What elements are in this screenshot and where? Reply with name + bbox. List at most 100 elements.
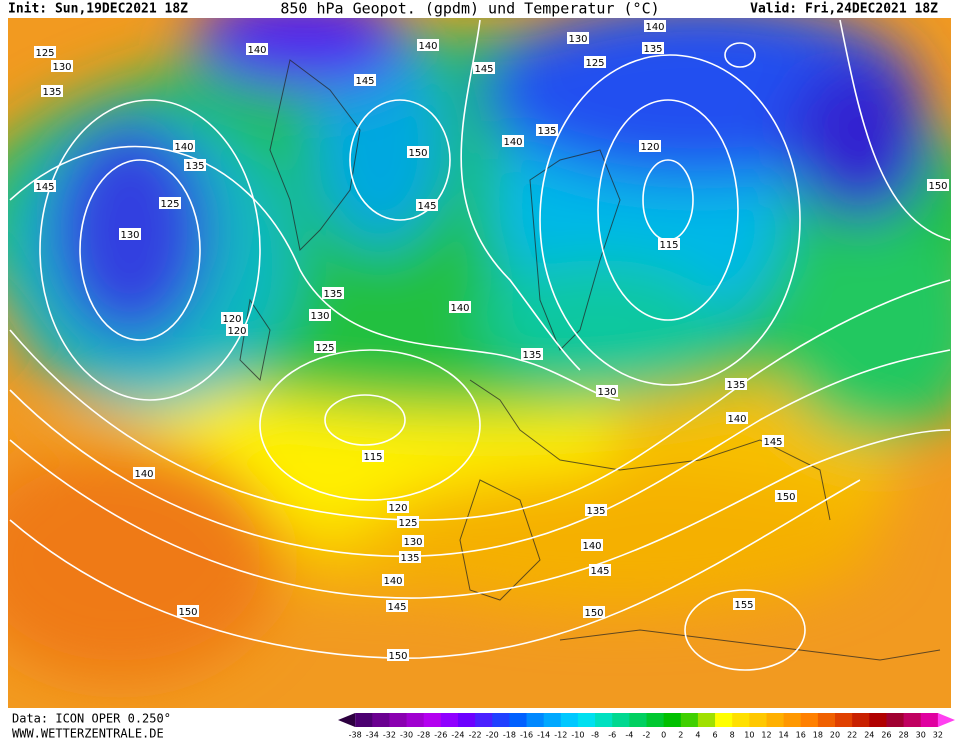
contour-label-box	[639, 140, 661, 152]
contour-label: 120	[640, 142, 659, 153]
contour-label: 140	[134, 469, 153, 480]
legend-swatch	[543, 713, 562, 727]
contour-label: 130	[52, 62, 71, 73]
legend-swatch	[749, 713, 767, 727]
legend-label: -28	[417, 731, 430, 740]
map: 125 130 135 140 140 145 145 150 145 140 135 125 130 1…	[8, 18, 951, 708]
contour-label-box	[314, 341, 336, 353]
contour-label: 145	[474, 64, 493, 75]
legend-label: -30	[400, 731, 413, 740]
contour-label: 125	[315, 343, 334, 354]
contour-label: 145	[763, 437, 782, 448]
contour-label-box	[159, 197, 181, 209]
contour-label-box	[733, 598, 755, 610]
legend-label: 20	[830, 731, 840, 740]
legend-swatch	[697, 713, 716, 727]
contour-label: 120	[222, 314, 241, 325]
valid-time: Valid: Fri,24DEC2021 18Z	[750, 2, 938, 17]
contour-label: 145	[35, 182, 54, 193]
legend-swatch	[577, 713, 596, 727]
contour-label-box	[51, 60, 73, 72]
legend-label: 32	[933, 731, 943, 740]
contour-label: 135	[586, 506, 605, 517]
legend-label: 18	[813, 731, 823, 740]
legend-swatch	[800, 713, 819, 727]
contour-label: 150	[584, 608, 603, 619]
legend-swatch	[355, 713, 373, 727]
contour-label-box	[354, 74, 376, 86]
legend-label: -8	[591, 731, 599, 740]
legend-label: -38	[349, 731, 362, 740]
contour-label-box	[775, 490, 797, 502]
contour-label: 150	[928, 181, 947, 192]
color-legend: -38 -34 -32 -30 -28 -26 -24 -22 -20 -18 -16 -14 -12-…	[338, 713, 955, 740]
map-title: 850 hPa Geopot. (gpdm) und Temperatur (°…	[280, 0, 659, 18]
contour-label: 155	[734, 600, 753, 611]
contour-label: 130	[568, 34, 587, 45]
contour-label-box	[402, 535, 424, 547]
legend-label: 24	[864, 731, 874, 740]
legend-label: 30	[916, 731, 926, 740]
legend-swatch	[475, 713, 493, 727]
contour-label: 150	[408, 148, 427, 159]
contour-label: 140	[727, 414, 746, 425]
contour-label-box	[521, 348, 543, 360]
contour-label-box	[927, 179, 949, 191]
website: WWW.WETTERZENTRALE.DE	[12, 727, 164, 741]
legend-swatch	[835, 713, 853, 727]
legend-swatch	[732, 713, 750, 727]
contour-label-box	[34, 180, 56, 192]
legend-label: -22	[469, 731, 482, 740]
contour-label-box	[407, 146, 429, 158]
legend-label: 0	[661, 731, 666, 740]
contour-label-box	[585, 504, 607, 516]
legend-swatch	[817, 713, 836, 727]
geopotential-contours	[9, 19, 951, 671]
legend-label: -24	[451, 731, 464, 740]
contour-label-box	[177, 605, 199, 617]
legend-label: -34	[366, 731, 379, 740]
legend-label: -16	[520, 731, 533, 740]
contour-label: 130	[310, 311, 329, 322]
legend-label: -18	[503, 731, 516, 740]
contour-label: 120	[388, 503, 407, 514]
legend-label: 4	[695, 731, 700, 740]
contour-label: 115	[659, 240, 678, 251]
contour-label-box	[34, 46, 56, 58]
legend-label: 26	[881, 731, 891, 740]
contour-label-box	[133, 467, 155, 479]
legend-swatch	[457, 713, 476, 727]
contour-label-box	[184, 159, 206, 171]
contour-label: 135	[42, 87, 61, 98]
legend-swatch	[646, 713, 665, 727]
contour-label-box	[119, 228, 141, 240]
legend-label: 2	[678, 731, 683, 740]
contour-label-box	[762, 435, 784, 447]
legend-label: -6	[608, 731, 616, 740]
init-time: Init: Sun,19DEC2021 18Z	[8, 2, 188, 17]
contour-label: 135	[643, 44, 662, 55]
contour-label: 150	[388, 651, 407, 662]
legend-label: -14	[537, 731, 550, 740]
contour-label: 125	[585, 58, 604, 69]
legend-label: -2	[643, 731, 651, 740]
legend-label: 28	[898, 731, 908, 740]
contour-label-box	[362, 450, 384, 462]
legend-label: 12	[761, 731, 771, 740]
legend-swatch	[423, 713, 442, 727]
contour-label: 145	[387, 602, 406, 613]
legend-swatch	[629, 713, 647, 727]
contour-label-box	[583, 606, 605, 618]
legend-label: -12	[554, 731, 567, 740]
contour-label: 115	[363, 452, 382, 463]
contour-label-box	[387, 501, 409, 513]
contour-label: 125	[398, 518, 417, 529]
legend-swatch	[440, 713, 459, 727]
contour-label: 130	[597, 387, 616, 398]
legend-label: 16	[796, 731, 806, 740]
contour-label: 130	[403, 537, 422, 548]
legend-swatch	[509, 713, 528, 727]
contour-label-box	[382, 574, 404, 586]
legend-swatch	[526, 713, 545, 727]
legend-label: -26	[434, 731, 447, 740]
